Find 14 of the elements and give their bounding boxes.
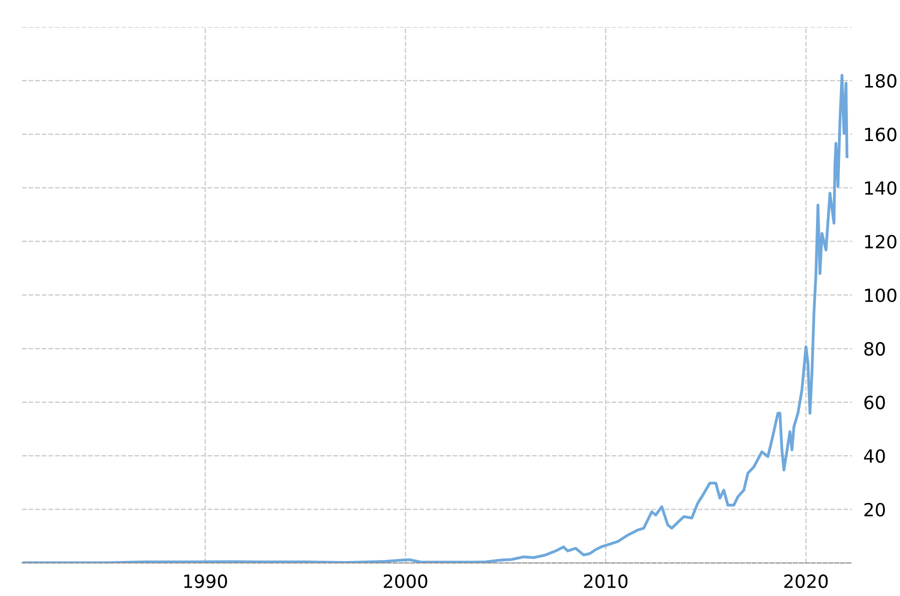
y-tick-label: 60 bbox=[864, 396, 885, 410]
y-tick-label: 140 bbox=[865, 181, 896, 195]
y-tick-label: 180 bbox=[865, 74, 896, 88]
x-tick-label: 2000 bbox=[384, 574, 428, 588]
x-tick-label: 1990 bbox=[184, 574, 227, 588]
line-series bbox=[22, 74, 848, 563]
y-tick-label: 80 bbox=[864, 342, 885, 356]
y-tick-label: 100 bbox=[865, 288, 896, 302]
x-tick-label: 2010 bbox=[584, 574, 628, 588]
x-tick-label: 2020 bbox=[784, 574, 828, 588]
y-tick-label: 120 bbox=[865, 234, 896, 249]
y-tick-label: 160 bbox=[865, 128, 896, 142]
y-tick-label: 40 bbox=[864, 449, 885, 463]
y-tick-label: 20 bbox=[864, 502, 885, 517]
